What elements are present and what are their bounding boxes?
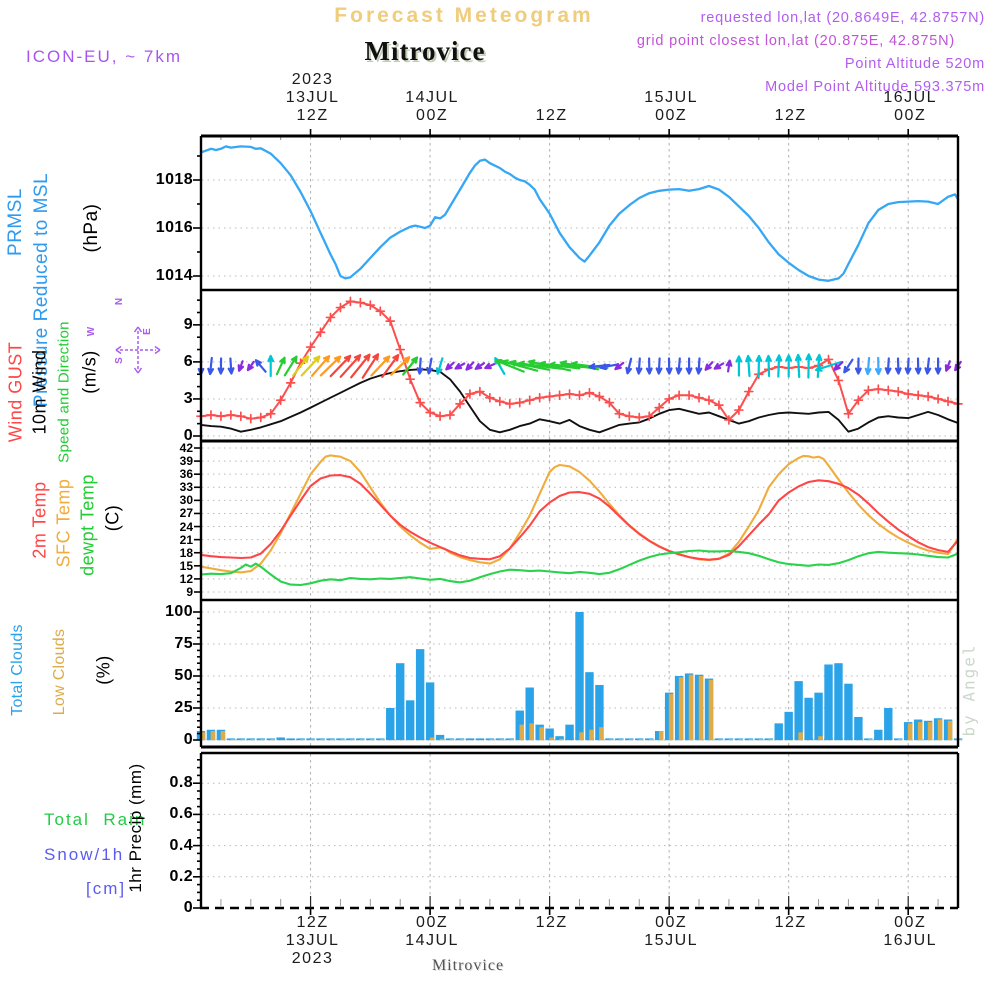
x-hour-top: 00Z <box>416 107 449 124</box>
x-date-bottom: 15JUL <box>644 932 699 949</box>
cm-unit-label: [cm] <box>86 879 127 898</box>
x-hour-bottom: 12Z <box>296 914 329 931</box>
temp-ytick: 27 <box>179 506 193 521</box>
wind-ytick: 9 <box>183 315 193 333</box>
low-clouds-label: Low Clouds <box>51 628 68 716</box>
x-date-bottom: 16JUL <box>883 932 938 949</box>
requested-coords: requested lon,lat (20.8649E, 42.8757N) <box>700 10 985 26</box>
compass-cross-icon <box>115 326 161 374</box>
pressure-ytick: 1014 <box>155 267 193 284</box>
x-hour-bottom: 00Z <box>655 914 688 931</box>
wind-speed-dir-label: Speed and Direction <box>55 321 73 463</box>
temp-ytick: 39 <box>179 454 193 469</box>
wind-gust-label: Wind GUST <box>5 341 26 443</box>
x-hour-top: 00Z <box>894 107 927 124</box>
x-hour-top: 12Z <box>774 107 807 124</box>
x-hour-bottom: 12Z <box>774 914 807 931</box>
x-date-top: 14JUL <box>405 89 459 106</box>
model-name: ICON-EU, ~ 7km <box>26 47 182 66</box>
x-hour-top: 12Z <box>296 107 329 124</box>
total-rain-label: Total Rain <box>44 810 147 829</box>
temp-ytick: 18 <box>179 545 193 560</box>
watermark: by Angel <box>959 643 979 737</box>
pressure-ytick: 1016 <box>155 219 193 236</box>
temp-ytick: 33 <box>179 480 193 495</box>
clouds-ytick: 100 <box>165 603 193 620</box>
temp-ytick: 36 <box>179 467 193 482</box>
wind-ytick: 6 <box>183 352 193 370</box>
x-year-top: 2023 <box>291 71 334 88</box>
temp-ytick: 12 <box>179 571 193 586</box>
x-year-bottom: 2023 <box>291 950 334 967</box>
t2m-label: 2m Temp <box>29 481 50 559</box>
prmsl-label: PRMSL <box>5 188 26 256</box>
pressure-ytick: 1018 <box>155 171 193 188</box>
footer-station: Mitrovice <box>431 957 505 974</box>
total-clouds-label: Total Clouds <box>9 624 26 716</box>
precip-ytick: 0.4 <box>169 836 193 854</box>
model-point-altitude: Model Point Altitude 593.375m <box>765 79 985 95</box>
temp-ytick: 30 <box>179 493 193 508</box>
temp-ytick: 21 <box>179 532 193 547</box>
precip-ytick: 0 <box>183 899 193 916</box>
x-hour-top: 00Z <box>655 107 688 124</box>
wind-10m-label: 10m Wind <box>29 349 50 435</box>
x-date-bottom: 14JUL <box>405 932 459 949</box>
clouds-ytick: 0 <box>183 731 193 748</box>
x-date-top: 13JUL <box>285 89 340 106</box>
clouds-ytick: 50 <box>174 667 193 684</box>
x-hour-top: 12Z <box>535 107 568 124</box>
temp-ytick: 15 <box>179 558 193 573</box>
compass-n: N <box>114 297 126 306</box>
x-date-bottom: 13JUL <box>285 932 340 949</box>
x-hour-bottom: 12Z <box>535 914 568 931</box>
temp-ytick: 24 <box>179 519 193 534</box>
temp-ytick: 42 <box>179 441 193 455</box>
wind-ytick: 0 <box>183 427 193 444</box>
wind-ytick: 3 <box>183 389 193 407</box>
precip-ytick: 0.2 <box>169 867 193 885</box>
precip-ytick: 0.6 <box>169 805 193 823</box>
clouds-ytick: 75 <box>174 635 193 652</box>
precip-ytick: 0.8 <box>169 774 193 792</box>
wind-compass: N S W E <box>86 297 161 374</box>
x-date-top: 15JUL <box>644 89 699 106</box>
snow-label: Snow/1h <box>44 845 125 864</box>
x-date-top: 16JUL <box>883 89 938 106</box>
clouds-ytick: 25 <box>174 699 193 716</box>
point-altitude: Point Altitude 520m <box>844 56 985 72</box>
sfc-temp-label: SFC Temp <box>53 478 74 568</box>
forecast-title: Forecast Meteogram <box>334 4 594 27</box>
temp-ytick: 9 <box>186 585 193 599</box>
station-title: Mitrovice <box>364 36 486 66</box>
grid-point-coords: grid point closest lon,lat (20.875E, 42.… <box>636 33 955 49</box>
x-hour-bottom: 00Z <box>894 914 927 931</box>
x-hour-bottom: 00Z <box>416 914 449 931</box>
